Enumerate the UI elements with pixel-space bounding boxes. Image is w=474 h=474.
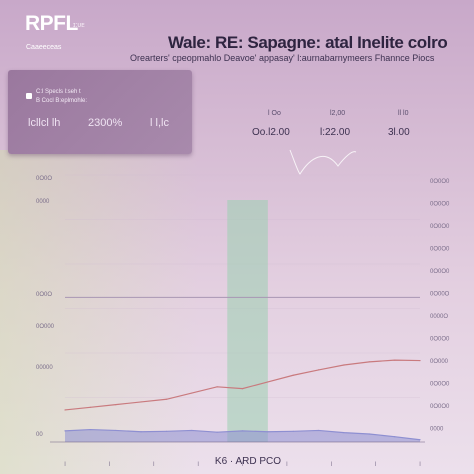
y-tick-right: 0000O [430, 314, 448, 320]
series-1-point [394, 436, 396, 438]
card-sublabel: B Cocl B:eplmohle: [36, 98, 88, 104]
series-1-point [419, 439, 421, 441]
y-tick-right: 0O0O0 [430, 202, 450, 208]
series-1-point [191, 429, 193, 432]
y-tick-right: 0O0O0 [430, 382, 450, 388]
x-tick-label: l [331, 462, 332, 468]
series-1-point [267, 431, 269, 433]
x-tick-label: l [153, 462, 154, 468]
series-0-point [292, 374, 294, 376]
series-1-point [317, 429, 320, 432]
series-1-point [165, 430, 168, 432]
stat-3-label: ll l0 [398, 110, 409, 117]
series-0-point [140, 401, 142, 403]
x-tick-label: l [109, 462, 110, 468]
card-value-mid: 2300% [88, 117, 123, 129]
x-tick-label: l [242, 462, 243, 468]
footer-label: K6 · ARD PCO [215, 456, 281, 467]
series-1-point [343, 432, 345, 434]
card-value-left: lcllcl lh [28, 117, 61, 129]
series-0-point [394, 359, 396, 361]
logo-subtext: ɪ:ᴜᴇ [73, 22, 85, 29]
stat-3-value: 3l.00 [388, 127, 410, 138]
page-subtitle: Orearters' cpeopmahlo Deavoe' appasay' l… [130, 53, 435, 63]
y-tick-right: 0O00O [430, 292, 450, 298]
series-0-point [419, 359, 421, 362]
stat-2-value: l:22.00 [320, 127, 351, 138]
y-tick-right: 0O0O0 [430, 179, 450, 185]
series-1-point [89, 428, 91, 431]
series-1-point [368, 433, 370, 435]
x-tick-label: l [419, 462, 420, 468]
page-title: Wale: RE: Sapagne: atal Inelite colro [168, 33, 448, 52]
series-0-point [115, 404, 117, 406]
y-tick-right: 0O000 [430, 359, 449, 365]
series-0-point [165, 398, 168, 400]
sparkline [289, 149, 357, 175]
series-1-area [65, 429, 420, 442]
series-0-point [343, 364, 345, 366]
y-tick-right: 0O0O0 [430, 247, 450, 253]
stat-1-value: Oo.l2.00 [252, 127, 290, 138]
y-tick-left: 0O0O [36, 176, 52, 182]
y-tick-left: 0O0O [36, 292, 52, 298]
series-1-point [140, 431, 142, 433]
summary-card[interactable] [8, 70, 192, 154]
brand-caption: Caaeeceas [26, 44, 62, 51]
series-1-point [241, 430, 244, 432]
logo: RPFL [25, 12, 78, 35]
series-1-point [115, 429, 117, 432]
y-tick-left: 00 [36, 432, 43, 438]
card-value-right: l l,lc [150, 117, 169, 129]
stat-2-label: l2,00 [330, 110, 346, 117]
y-tick-left: 00000 [36, 365, 53, 371]
y-tick-right: 0O0O0 [430, 337, 450, 343]
x-tick-label: l [197, 462, 198, 468]
highlight-band [227, 200, 268, 442]
card-square-icon [26, 93, 32, 99]
series-0-point [64, 409, 66, 411]
series-0-point [191, 392, 193, 394]
x-tick-label: l [375, 462, 376, 468]
y-tick-right: 0000 [430, 427, 444, 433]
series-0-point [317, 369, 320, 371]
y-tick-right: 0O0O0 [430, 404, 450, 410]
series-1-point [292, 430, 294, 432]
card-label: C:l Specls l:seh t [36, 89, 81, 95]
series-1-point [216, 431, 218, 433]
x-tick-label: l [64, 462, 65, 468]
series-1-point [64, 430, 66, 432]
stat-1-label: l Oo [268, 110, 281, 117]
y-tick-left: 0000 [36, 199, 50, 205]
series-0-point [89, 406, 91, 408]
series-0-point [241, 388, 244, 390]
y-tick-right: 0O0O0 [430, 269, 450, 275]
x-tick-label: l [286, 462, 287, 468]
series-0-point [267, 381, 269, 383]
series-0-point [216, 386, 218, 388]
series-0-point [368, 361, 370, 363]
y-tick-left: 0O000 [36, 324, 55, 330]
y-tick-right: 0O0O0 [430, 224, 450, 230]
